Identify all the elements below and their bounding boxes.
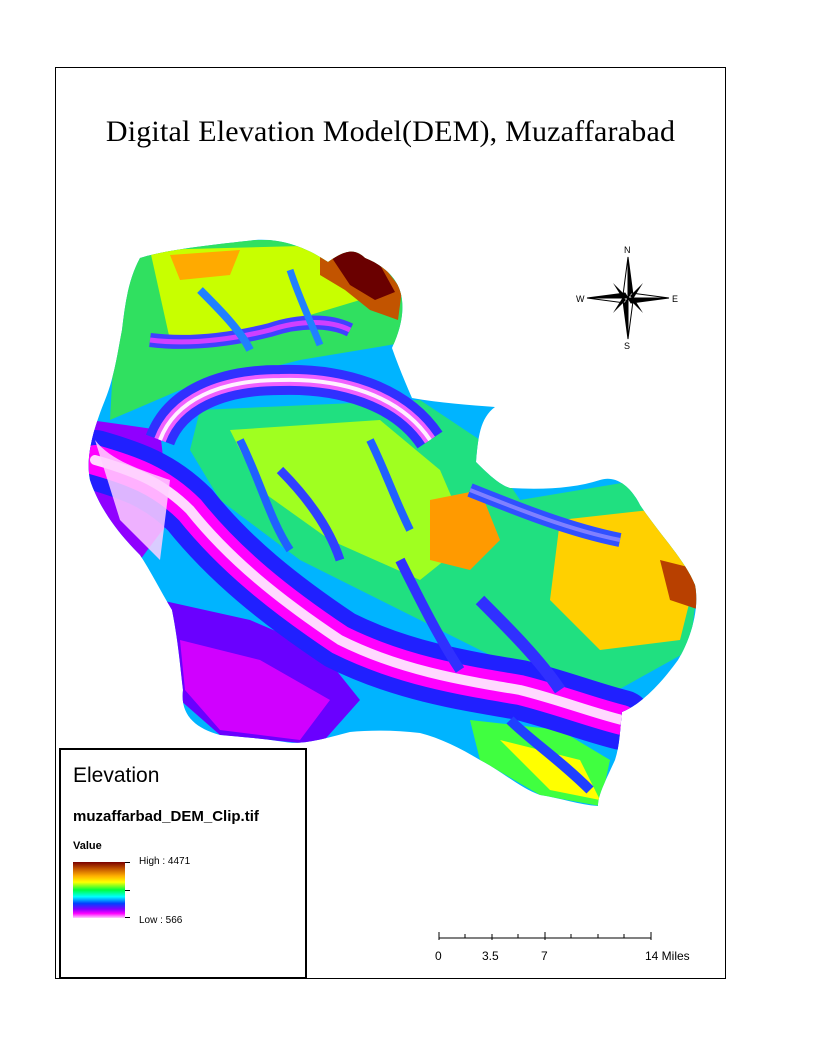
legend-field-label: Value: [73, 840, 102, 852]
compass-west-label: W: [576, 294, 585, 304]
compass-south-label: S: [624, 341, 631, 351]
map-title: Digital Elevation Model(DEM), Muzaffarab…: [105, 115, 676, 148]
compass-rose-icon: [586, 256, 670, 340]
scale-label-1: 3.5: [482, 949, 499, 963]
scale-bar: 0 3.5 7 14 Miles: [430, 928, 710, 968]
legend-low-label: Low : 566: [139, 915, 183, 926]
scale-label-2: 7: [541, 949, 548, 963]
legend-tick-low: [125, 917, 130, 918]
scale-label-0: 0: [435, 949, 442, 963]
legend-color-ramp: [73, 862, 125, 918]
legend-layer-name: muzaffarbad_DEM_Clip.tif: [73, 808, 259, 825]
legend-high-label: High : 4471: [139, 856, 191, 867]
north-arrow: N S W E: [573, 243, 683, 353]
legend-tick-mid: [125, 890, 130, 891]
legend-title: Elevation: [73, 764, 160, 787]
legend-tick-high: [125, 862, 130, 863]
scale-bar-graphic: [438, 932, 652, 940]
compass-north-label: N: [624, 245, 631, 255]
scale-label-3: 14 Miles: [645, 949, 690, 963]
compass-east-label: E: [672, 294, 679, 304]
legend: Elevation muzaffarbad_DEM_Clip.tif Value…: [59, 748, 307, 979]
map-layout-frame: [55, 67, 726, 979]
